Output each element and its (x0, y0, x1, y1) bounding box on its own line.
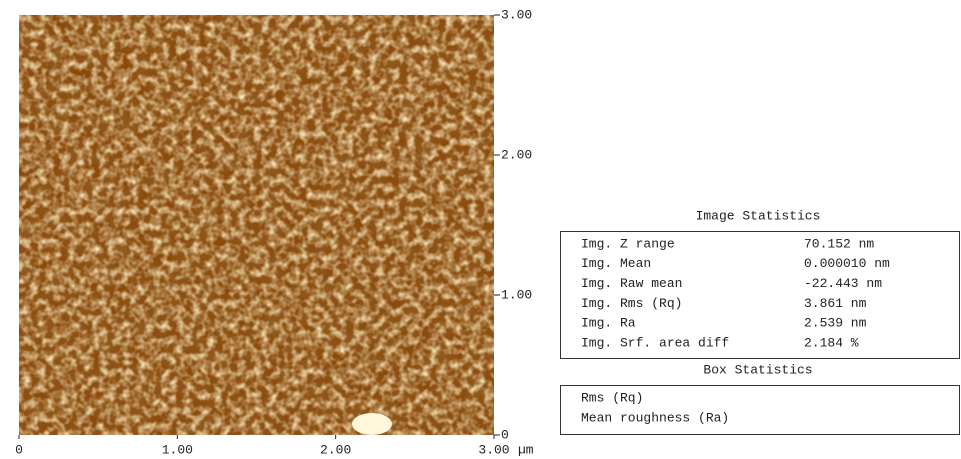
stat-label: Img. Raw mean (581, 276, 682, 291)
image-particle (352, 413, 392, 435)
stat-value: 2.184 % (804, 335, 859, 350)
x-axis-unit: µm (518, 442, 534, 457)
stats-rows: Img. Z range 70.152 nm Img. Mean 0.000010 n… (581, 236, 890, 350)
stat-value: 3.861 nm (804, 296, 867, 311)
x-tick-label: 2.00 (320, 442, 351, 457)
x-tick-label: 1.00 (162, 442, 193, 457)
stat-label: Img. Ra (581, 316, 636, 331)
y-tick-label: 2.00 (501, 147, 532, 162)
panel-title: Box Statistics (703, 362, 812, 377)
page: 0 1.00 2.00 3.00 µm 0 1.00 2.00 3.00 Image Stati… (0, 0, 961, 459)
stats-rows: Rms (Rq) Mean roughness (Ra) (581, 390, 729, 425)
panel-title: Image Statistics (696, 208, 821, 223)
stat-value: 70.152 nm (804, 236, 874, 251)
x-tick-label: 0 (15, 442, 23, 457)
y-tick-label: 3.00 (501, 7, 532, 22)
stat-label: Img. Rms (Rq) (581, 296, 682, 311)
y-tick-label: 1.00 (501, 287, 532, 302)
afm-image (19, 15, 494, 435)
image-texture (19, 15, 494, 435)
stat-value: 0.000010 nm (804, 256, 890, 271)
stat-label: Img. Srf. area diff (581, 335, 729, 350)
afm-view: 0 1.00 2.00 3.00 µm 0 1.00 2.00 3.00 Image Stati… (0, 0, 961, 459)
stat-label: Mean roughness (Ra) (581, 410, 729, 425)
stat-value: -22.443 nm (804, 276, 882, 291)
stat-label: Img. Z range (581, 236, 675, 251)
y-tick-label: 0 (501, 427, 509, 442)
stat-label: Rms (Rq) (581, 390, 643, 405)
stat-value: 2.539 nm (804, 316, 867, 331)
stat-label: Img. Mean (581, 256, 651, 271)
x-tick-label: 3.00 (478, 442, 509, 457)
